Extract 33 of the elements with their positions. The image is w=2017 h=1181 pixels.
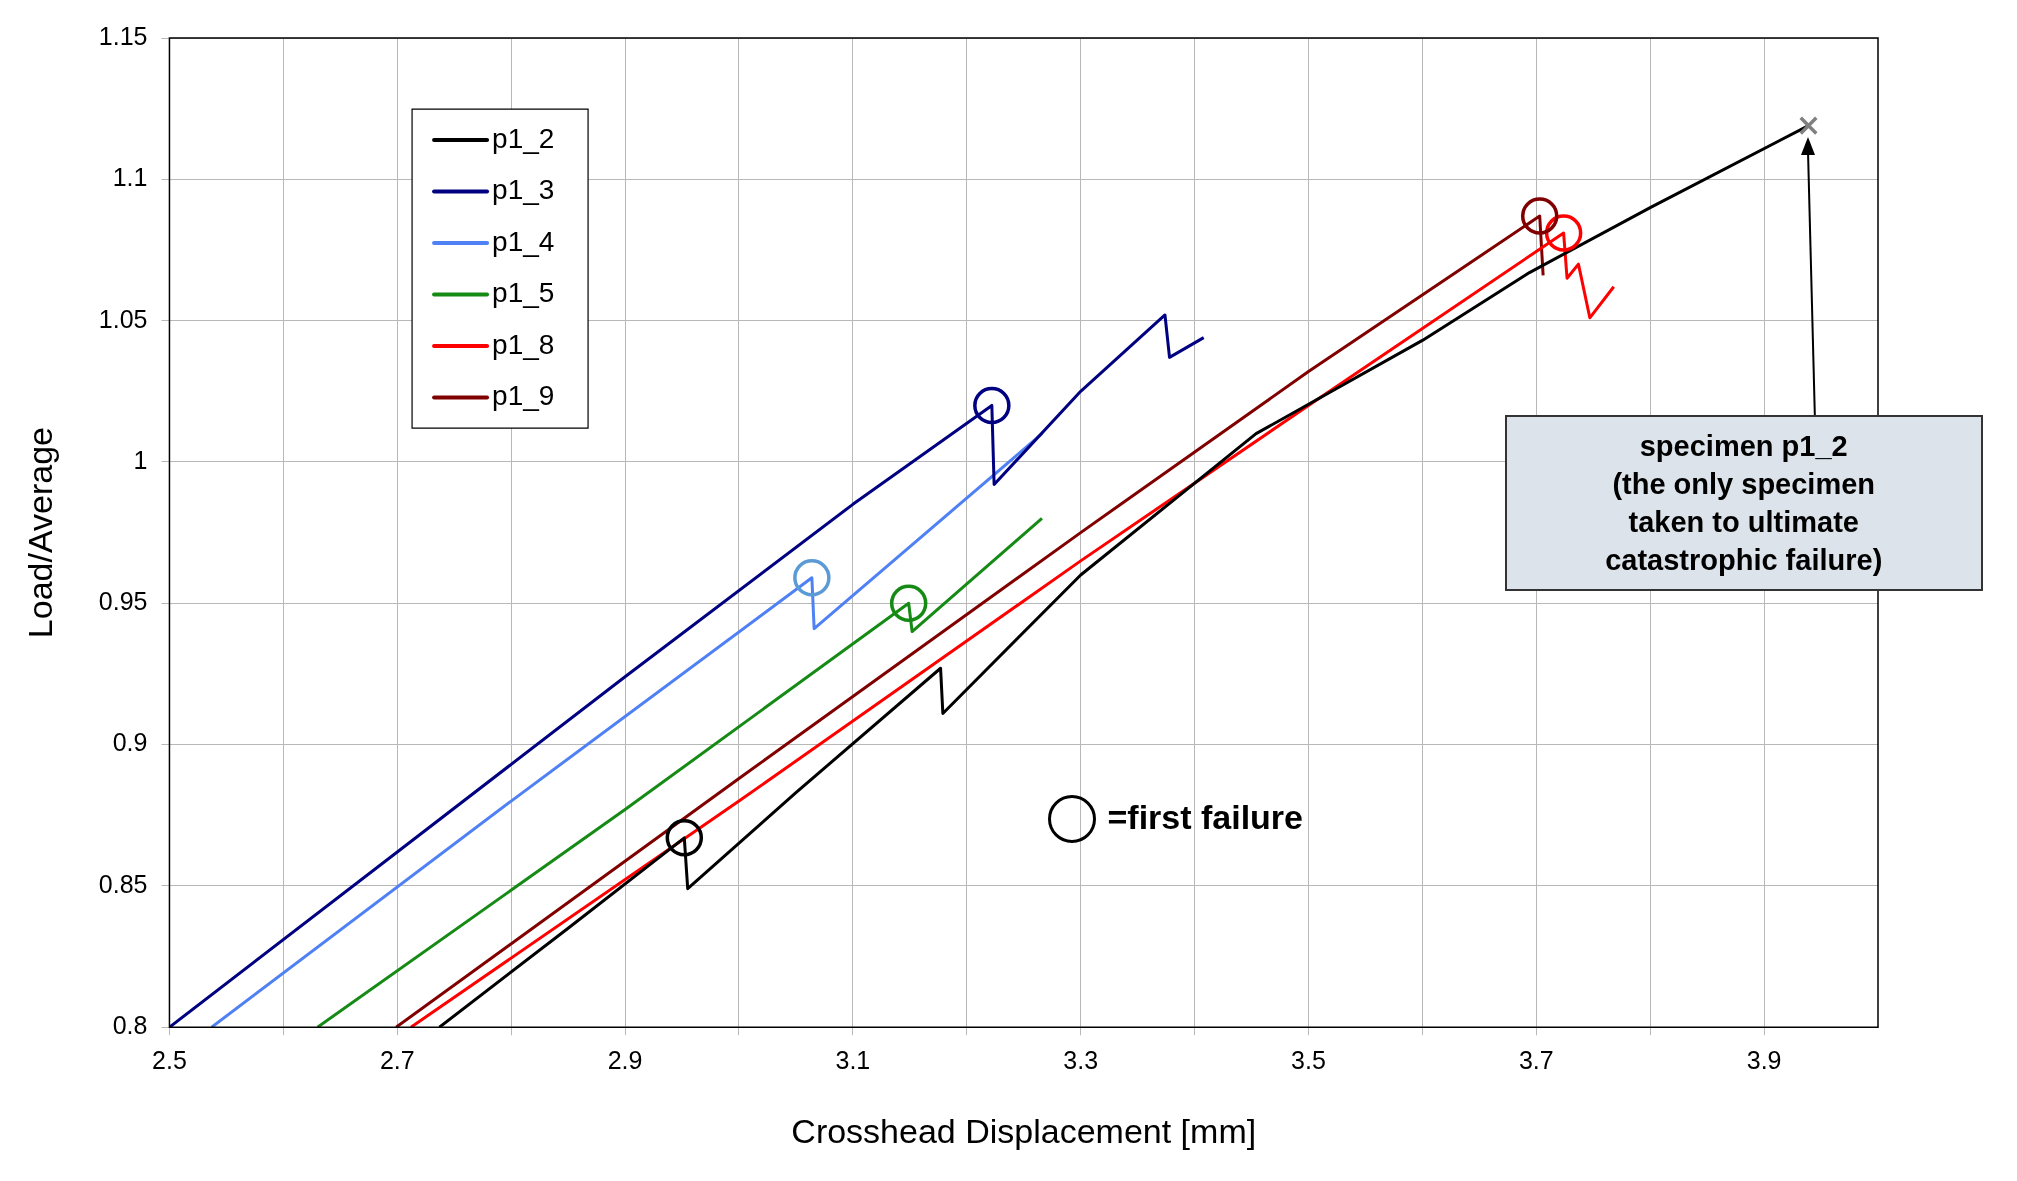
point <box>889 584 928 623</box>
legend-label: p1_8 <box>492 328 555 360</box>
y-tick-label: 0.9 <box>112 728 148 757</box>
y-tick-label: 0.95 <box>98 587 148 616</box>
point <box>1544 214 1583 252</box>
y-tick-label: 0.85 <box>98 869 148 898</box>
point <box>665 819 704 857</box>
y-tick-label: 0.8 <box>112 1011 148 1040</box>
point <box>973 386 1011 425</box>
y-tick-label: 1.1 <box>112 163 148 192</box>
x-tick-label: 3.5 <box>1291 1046 1326 1075</box>
note-box: specimen p1_2 (the only specimen taken to ultimate catastrophic failure) <box>1504 414 1983 591</box>
point <box>793 559 831 597</box>
point <box>1520 197 1559 235</box>
x-tick-label: 2.7 <box>379 1046 415 1075</box>
point <box>1798 116 1819 136</box>
legend-label: p1_5 <box>492 277 555 309</box>
x-tick-label: 3.1 <box>835 1046 871 1075</box>
x-tick-label: 3.3 <box>1063 1046 1099 1075</box>
x-tick-label: 2.9 <box>607 1046 643 1075</box>
x-axis-title: Crosshead Displacement [mm] <box>791 1111 1257 1150</box>
x-tick-label: 2.5 <box>152 1046 187 1075</box>
x-tick-label: 3.7 <box>1518 1046 1554 1075</box>
legend-label: p1_3 <box>492 174 555 206</box>
legend-label: p1_4 <box>492 225 555 257</box>
legend-label: p1_2 <box>492 122 555 154</box>
y-axis-title: Load/Average <box>20 427 59 639</box>
legend-label: p1_9 <box>492 380 555 412</box>
y-tick-label: 1.15 <box>98 21 148 50</box>
y-tick-label: 1 <box>133 445 148 474</box>
x-tick-label: 3.9 <box>1746 1046 1782 1075</box>
annotation: =first failure <box>1107 797 1304 836</box>
y-tick-label: 1.05 <box>98 304 148 333</box>
